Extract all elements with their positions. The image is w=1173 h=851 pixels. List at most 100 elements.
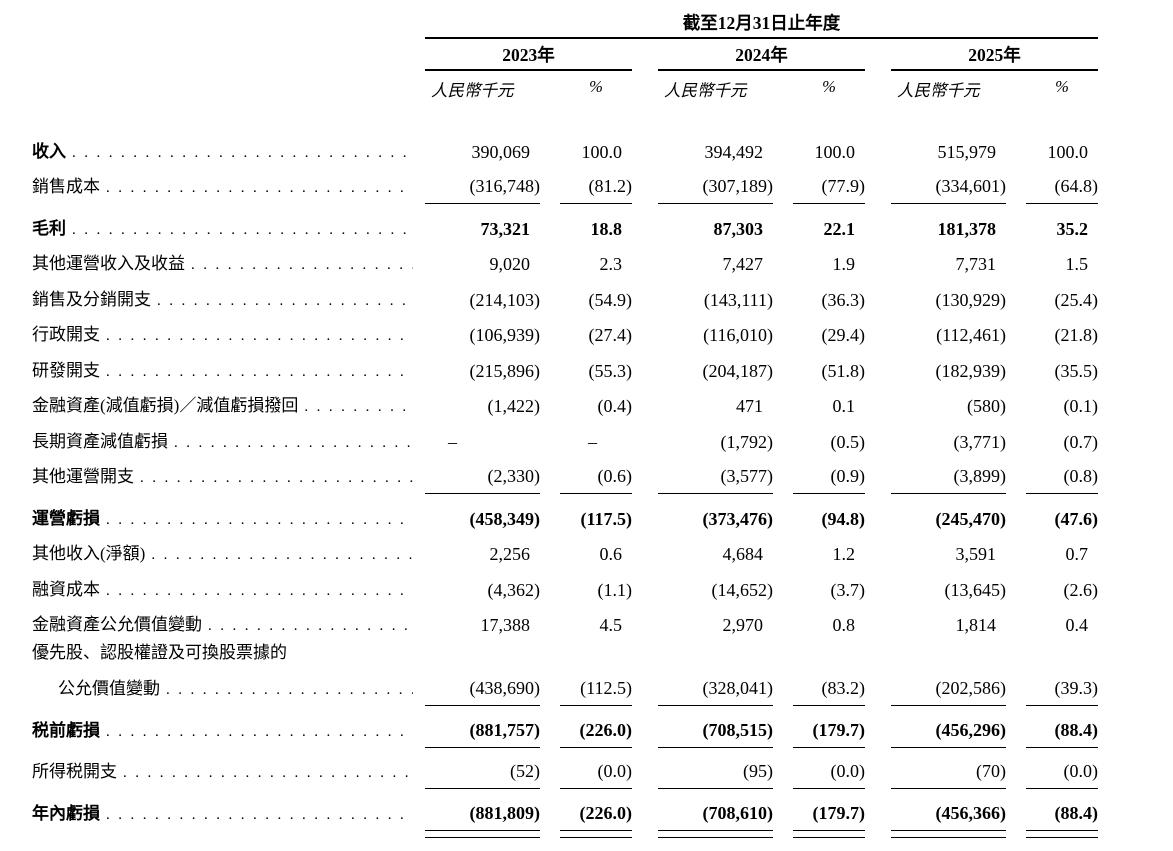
- percent-cell: (39.3): [1026, 678, 1098, 706]
- amount-cell: (3,577): [658, 466, 773, 494]
- amount-cell: 2,970: [722, 615, 764, 635]
- percent-cell: (226.0): [560, 720, 632, 748]
- table-row: 其他運營收入及收益 9,020 2.3 7,427 1.9 7,731 1.5: [32, 246, 1098, 282]
- percent-cell: (27.4): [588, 325, 633, 345]
- amount-cell: 471: [736, 396, 763, 416]
- row-label: 長期資產減值虧損: [32, 431, 168, 451]
- row-label-cell: 年內虧損: [32, 799, 425, 831]
- percent-cell: (2.6): [1063, 579, 1099, 600]
- row-label: 運營虧損: [32, 508, 100, 528]
- row-label-cell: 所得税開支: [32, 757, 425, 789]
- percent-cell: (0.5): [830, 431, 866, 452]
- table-row: 金融資產公允價值變動 17,388 4.5 2,970 0.8 1,814 0.4: [32, 607, 1098, 643]
- percent-cell: (64.8): [1026, 176, 1098, 204]
- percent-cell: (25.4): [1054, 289, 1099, 310]
- row-label: 其他收入(淨額): [32, 544, 146, 563]
- amount-cell: 394,492: [704, 141, 764, 162]
- amount-cell: 4,684: [722, 544, 764, 564]
- row-label-cell: 運營虧損: [32, 504, 425, 536]
- amount-cell: (116,010): [703, 325, 773, 345]
- spacer: [32, 39, 425, 71]
- amount-cell: (456,296): [891, 720, 1006, 748]
- dot-leader: [185, 254, 413, 274]
- percent-cell: (21.8): [1054, 325, 1099, 345]
- row-label-cell: 融資成本: [32, 575, 425, 607]
- year-header-row: 2023年 2024年 2025年: [32, 39, 1098, 71]
- dot-leader: [100, 721, 413, 741]
- row-label-cell: 銷售成本: [32, 172, 425, 204]
- percent-cell: (0.0): [1026, 761, 1098, 789]
- percent-cell: 100.0: [581, 141, 623, 162]
- percent-cell: 18.8: [590, 218, 623, 239]
- percent-cell: (0.9): [793, 466, 865, 494]
- row-label: 行政開支: [32, 325, 100, 344]
- percent-cell: 0.6: [599, 544, 623, 564]
- amount-cell: (215,896): [469, 360, 541, 381]
- amount-cell: (456,366): [891, 803, 1006, 838]
- table-row: 融資成本 (4,362) (1.1) (14,652) (3.7) (13,645) (2.…: [32, 571, 1098, 607]
- table-row: 銷售成本 (316,748) (81.2) (307,189) (77.9) (334,6…: [32, 169, 1098, 204]
- percent-cell: (0.0): [560, 761, 632, 789]
- percent-cell: (55.3): [588, 360, 633, 381]
- dot-leader: [100, 580, 413, 600]
- unit-label: 人民幣千元: [897, 81, 980, 100]
- amount-cell: (1,792): [720, 431, 774, 452]
- amount-cell: (438,690): [425, 678, 540, 706]
- amount-cell: (245,470): [935, 508, 1007, 529]
- row-label-cell: 金融資產(減值虧損)／減值虧損撥回: [32, 391, 425, 423]
- row-label: 其他運營開支: [32, 467, 134, 486]
- percent-cell: 0.7: [1065, 544, 1089, 564]
- percent-symbol: %: [1055, 77, 1069, 96]
- dot-leader: [117, 762, 413, 782]
- percent-cell: (112.5): [560, 678, 632, 706]
- percent-cell: (94.8): [821, 508, 866, 529]
- row-label-cell: 其他收入(淨額): [32, 539, 425, 571]
- income-statement-table: 截至12月31日止年度 2023年 2024年 2025年 人民幣千元 % 人民…: [32, 13, 1099, 838]
- amount-cell: 181,378: [937, 218, 997, 239]
- row-label: 所得税開支: [32, 762, 117, 781]
- row-label: 年內虧損: [32, 803, 100, 823]
- amount-cell: (708,515): [658, 720, 773, 748]
- percent-cell: (88.4): [1026, 720, 1098, 748]
- percent-symbol: %: [822, 77, 836, 96]
- percent-cell: 100.0: [1047, 141, 1089, 162]
- row-label-cell: 金融資產公允價值變動: [32, 610, 425, 642]
- percent-cell: (117.5): [580, 508, 633, 529]
- percent-cell: (3.7): [830, 579, 866, 600]
- amount-cell: 17,388: [480, 615, 531, 635]
- table-row: 其他運營開支 (2,330) (0.6) (3,577) (0.9) (3,899) (0.…: [32, 459, 1098, 494]
- amount-cell: (130,929): [935, 289, 1007, 310]
- amount-cell: 87,303: [713, 218, 764, 239]
- percent-cell: (226.0): [560, 803, 632, 838]
- unit-label: 人民幣千元: [431, 81, 514, 100]
- row-label: 税前虧損: [32, 720, 100, 740]
- amount-cell: 73,321: [480, 218, 531, 239]
- percent-cell: 0.8: [832, 615, 856, 635]
- row-label: 銷售成本: [32, 177, 100, 196]
- row-label-cell: 行政開支: [32, 320, 425, 352]
- percent-symbol: %: [589, 77, 603, 96]
- percent-cell: (179.7): [793, 720, 865, 748]
- row-label: 銷售及分銷開支: [32, 289, 151, 309]
- amount-cell: (143,111): [703, 289, 773, 310]
- amount-cell: (13,645): [944, 579, 1007, 600]
- amount-cell: (3,899): [891, 466, 1006, 494]
- row-label-cell: 長期資產減值虧損: [32, 427, 425, 459]
- row-label: 其他運營收入及收益: [32, 254, 185, 273]
- year-header-2023: 2023年: [425, 39, 632, 71]
- dot-leader: [66, 142, 413, 162]
- dot-leader: [100, 509, 413, 529]
- percent-cell: (29.4): [821, 325, 866, 345]
- percent-cell: (179.7): [793, 803, 865, 838]
- amount-cell: 7,427: [722, 254, 764, 274]
- amount-cell: (580): [967, 396, 1006, 416]
- table-row: 運營虧損 (458,349) (117.5) (373,476) (94.8) (245,…: [32, 500, 1098, 536]
- amount-cell: (182,939): [935, 360, 1007, 381]
- percent-cell: (54.9): [588, 289, 633, 310]
- dot-leader: [134, 467, 413, 487]
- percent-cell: (36.3): [821, 289, 866, 310]
- amount-cell: (70): [891, 761, 1006, 789]
- percent-cell: (0.0): [793, 761, 865, 789]
- row-label-cell: 毛利: [32, 214, 425, 246]
- row-label-cell: 研發開支: [32, 356, 425, 388]
